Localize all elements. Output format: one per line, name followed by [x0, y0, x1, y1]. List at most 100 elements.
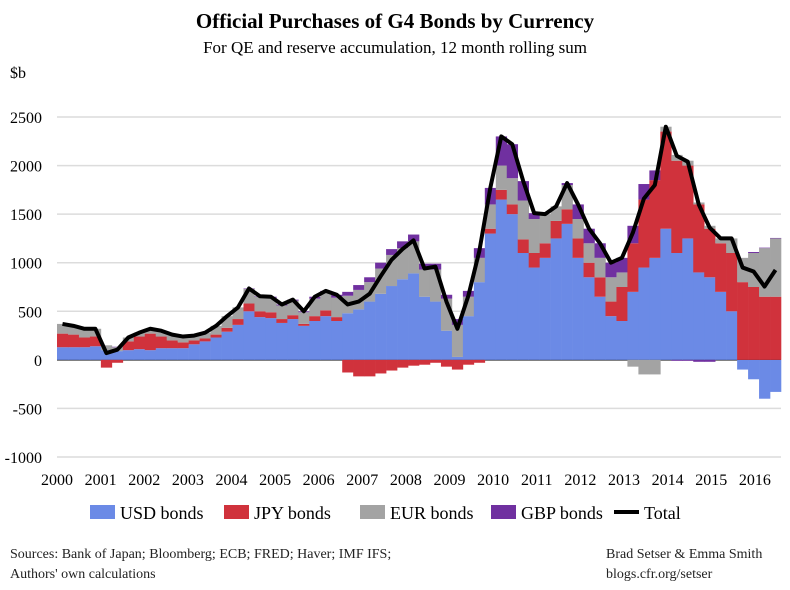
bar-jpy-bonds: [462, 359, 475, 365]
bar-usd-bonds: [375, 293, 387, 360]
bar-usd-bonds: [715, 291, 727, 360]
bar-jpy-bonds: [57, 333, 69, 348]
bar-gbp-bonds: [408, 234, 420, 242]
bar-usd-bonds: [265, 318, 277, 360]
credits-line-2: blogs.cfr.org/setser: [606, 567, 713, 582]
legend-swatch: [491, 505, 516, 519]
bar-jpy-bonds: [188, 340, 200, 345]
bar-usd-bonds: [276, 322, 288, 360]
x-tick-label: 2011: [521, 472, 552, 489]
bar-usd-bonds: [122, 350, 135, 360]
bar-usd-bonds: [440, 330, 453, 360]
bar-eur-bonds: [100, 345, 113, 351]
chart-title: Official Purchases of G4 Bonds by Curren…: [196, 9, 595, 33]
bar-eur-bonds: [605, 277, 617, 302]
bar-jpy-bonds: [605, 301, 617, 317]
x-tick-label: 2004: [215, 472, 247, 489]
bar-jpy-bonds: [342, 359, 354, 373]
bar-jpy-bonds: [572, 238, 584, 258]
bar-gbp-bonds: [682, 359, 694, 361]
bar-eur-bonds: [451, 324, 464, 357]
bar-eur-bonds: [506, 178, 519, 205]
x-tick-label: 2010: [477, 472, 509, 489]
bar-eur-bonds: [375, 268, 387, 294]
bar-jpy-bonds: [232, 319, 244, 325]
bar-usd-bonds: [484, 233, 497, 360]
bar-gbp-bonds: [693, 359, 705, 362]
bar-gbp-bonds: [364, 277, 376, 283]
bar-gbp-bonds: [638, 184, 650, 200]
legend-swatch: [224, 505, 249, 519]
bar-jpy-bonds: [594, 277, 606, 297]
bar-eur-bonds: [473, 257, 486, 283]
bar-eur-bonds: [561, 185, 573, 210]
bar-eur-bonds: [232, 307, 244, 320]
bar-usd-bonds: [594, 296, 606, 360]
bar-usd-bonds: [660, 228, 672, 360]
bar-usd-bonds: [517, 253, 529, 360]
bar-usd-bonds: [331, 321, 343, 360]
bar-jpy-bonds: [89, 336, 102, 347]
legend-label: USD bonds: [120, 503, 204, 523]
bar-usd-bonds: [320, 316, 332, 360]
bar-eur-bonds: [166, 334, 178, 341]
bar-usd-bonds: [528, 267, 540, 360]
bar-eur-bonds: [638, 359, 650, 375]
bar-jpy-bonds: [155, 336, 167, 349]
x-tick-label: 2000: [41, 472, 73, 489]
bar-usd-bonds: [770, 359, 782, 392]
bar-jpy-bonds: [221, 327, 233, 332]
bar-usd-bonds: [353, 309, 365, 360]
bar-jpy-bonds: [484, 228, 497, 234]
bar-jpy-bonds: [693, 204, 705, 273]
bar-jpy-bonds: [364, 359, 376, 377]
bar-usd-bonds: [254, 317, 266, 360]
bar-jpy-bonds: [660, 131, 672, 229]
bar-eur-bonds: [177, 336, 189, 343]
bar-gbp-bonds: [342, 291, 354, 296]
bar-usd-bonds: [386, 286, 398, 360]
y-tick-label: -500: [13, 401, 42, 418]
bar-eur-bonds: [188, 335, 200, 341]
bar-gbp-bonds: [495, 136, 508, 166]
bar-jpy-bonds: [408, 359, 420, 366]
bar-eur-bonds: [331, 297, 343, 318]
bar-jpy-bonds: [616, 287, 628, 321]
bar-gbp-bonds: [397, 241, 409, 249]
x-tick-label: 2016: [739, 472, 771, 489]
x-tick-label: 2005: [259, 472, 291, 489]
bar-gbp-bonds: [616, 257, 628, 273]
bar-eur-bonds: [78, 328, 91, 338]
bar-usd-bonds: [627, 291, 639, 360]
bar-jpy-bonds: [177, 342, 189, 349]
bar-jpy-bonds: [715, 243, 727, 292]
bar-usd-bonds: [550, 238, 562, 360]
bar-eur-bonds: [287, 300, 299, 316]
bar-usd-bonds: [462, 316, 475, 360]
bar-jpy-bonds: [429, 359, 442, 363]
bar-jpy-bonds: [583, 262, 595, 278]
bar-jpy-bonds: [726, 253, 738, 312]
credits-line-1: Brad Setser & Emma Smith: [606, 547, 762, 562]
bar-jpy-bonds: [704, 228, 716, 278]
total-line: [62, 124, 778, 356]
bar-jpy-bonds: [199, 338, 211, 342]
bar-usd-bonds: [451, 356, 464, 360]
bar-usd-bonds: [144, 350, 157, 360]
bar-usd-bonds: [188, 344, 200, 360]
x-tick-label: 2008: [390, 472, 422, 489]
bar-eur-bonds: [57, 323, 69, 334]
bar-eur-bonds: [67, 325, 80, 335]
bar-eur-bonds: [583, 243, 595, 263]
x-tick-label: 2013: [608, 472, 640, 489]
bar-eur-bonds: [408, 241, 420, 274]
bar-usd-bonds: [638, 267, 650, 360]
x-tick-label: 2009: [434, 472, 466, 489]
y-tick-label: 2500: [10, 110, 42, 127]
bar-usd-bonds: [221, 331, 233, 360]
bar-jpy-bonds: [440, 359, 453, 367]
bar-eur-bonds: [265, 297, 277, 313]
bar-gbp-bonds: [605, 262, 617, 278]
x-tick-label: 2007: [346, 472, 378, 489]
